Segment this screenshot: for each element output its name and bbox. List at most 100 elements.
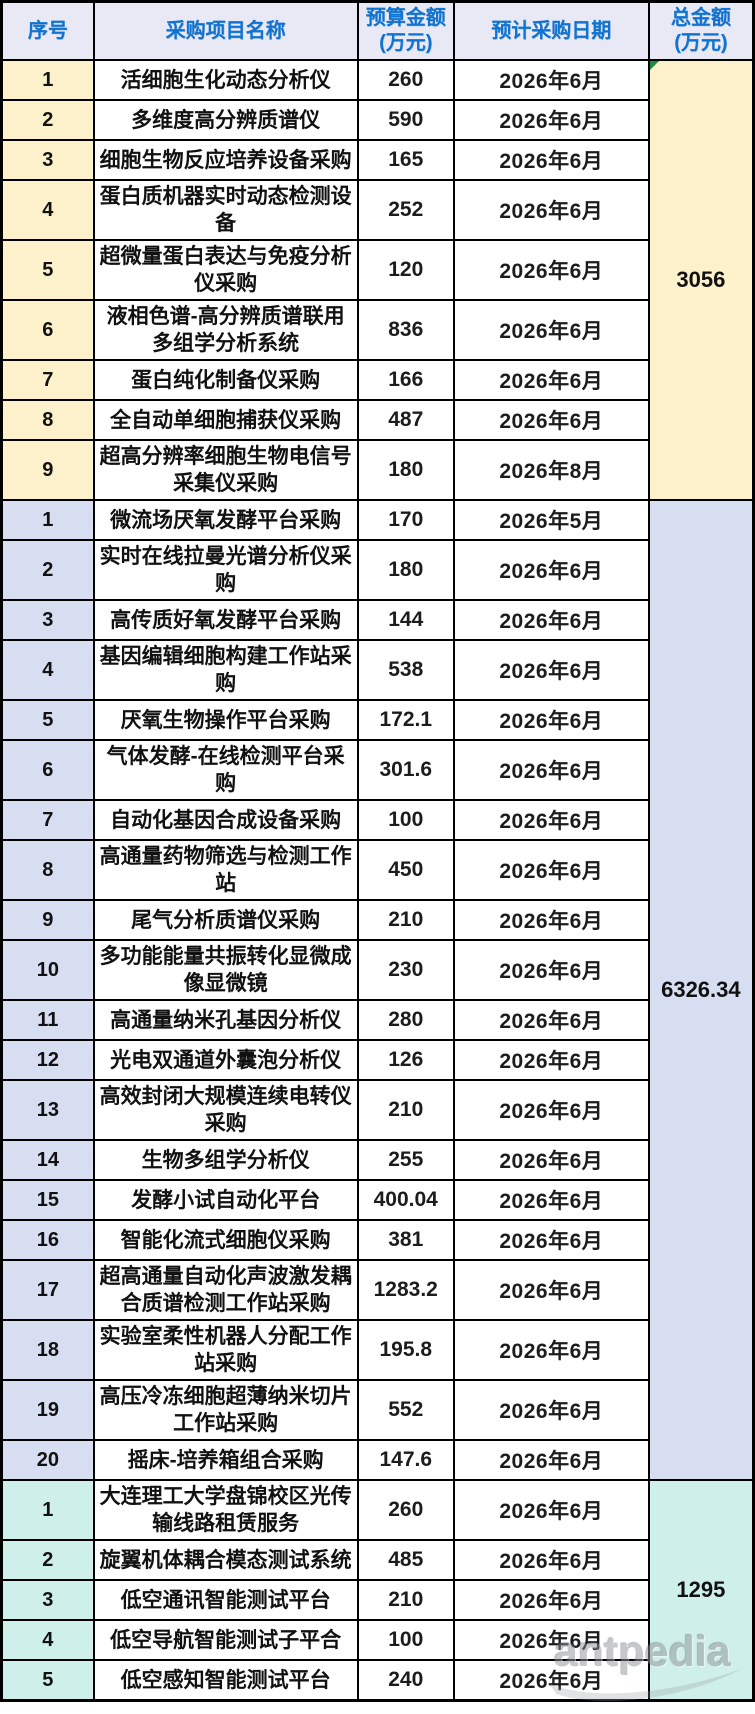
name-cell: 细胞生物反应培养设备采购 [92,139,359,181]
index-cell: 2 [0,99,95,141]
index-cell: 3 [0,599,95,641]
header-total-line2: (万元) [674,32,728,54]
budget-cell: 552 [356,1379,455,1441]
date-cell: 2026年6月 [452,999,650,1041]
table-row: 11 高通量纳米孔基因分析仪 280 2026年6月 [0,999,754,1041]
table-row: 9 超高分辨率细胞生物电信号采集仪采购 180 2026年8月 [0,439,754,501]
budget-cell: 144 [356,599,455,641]
budget-cell: 120 [356,239,455,301]
index-cell: 4 [0,179,95,241]
index-cell: 6 [0,739,95,801]
name-cell: 摇床-培养箱组合采购 [92,1439,359,1481]
name-cell: 多功能能量共振转化显微成像显微镜 [92,939,359,1001]
date-cell: 2026年6月 [452,59,650,101]
table-row: 5 厌氧生物操作平台采购 172.1 2026年6月 [0,699,754,741]
date-cell: 2026年6月 [452,799,650,841]
table-row: 4 蛋白质机器实时动态检测设备 252 2026年6月 [0,179,754,241]
group-total-cell: 6326.34 [647,499,755,1481]
budget-cell: 165 [356,139,455,181]
header-total-line1: 总金额 [670,7,731,29]
budget-cell: 210 [356,1579,455,1621]
name-cell: 蛋白质机器实时动态检测设备 [92,179,359,241]
budget-cell: 170 [356,499,455,541]
table-row: 6 液相色谱-高分辨质谱联用多组学分析系统 836 2026年6月 [0,299,754,361]
budget-cell: 166 [356,359,455,401]
table-row: 14 生物多组学分析仪 255 2026年6月 [0,1139,754,1181]
name-cell: 高通量纳米孔基因分析仪 [92,999,359,1041]
budget-cell: 100 [356,1619,455,1661]
budget-cell: 1283.2 [356,1259,455,1321]
date-cell: 2026年6月 [452,99,650,141]
name-cell: 智能化流式细胞仪采购 [92,1219,359,1261]
date-cell: 2026年6月 [452,299,650,361]
name-cell: 发酵小试自动化平台 [92,1179,359,1221]
budget-cell: 230 [356,939,455,1001]
budget-cell: 450 [356,839,455,901]
date-cell: 2026年6月 [452,739,650,801]
name-cell: 实时在线拉曼光谱分析仪采购 [92,539,359,601]
index-cell: 5 [0,239,95,301]
table-row: 13 高效封闭大规模连续电转仪采购 210 2026年6月 [0,1079,754,1141]
table-row: 17 超高通量自动化声波激发耦合质谱检测工作站采购 1283.2 2026年6月 [0,1259,754,1321]
date-cell: 2026年6月 [452,399,650,441]
budget-cell: 252 [356,179,455,241]
name-cell: 基因编辑细胞构建工作站采购 [92,639,359,701]
index-cell: 4 [0,1619,95,1661]
header-budget-line2: (万元) [379,32,433,54]
date-cell: 2026年6月 [452,1439,650,1481]
name-cell: 微流场厌氧发酵平台采购 [92,499,359,541]
date-cell: 2026年6月 [452,1379,650,1441]
index-cell: 6 [0,299,95,361]
name-cell: 实验室柔性机器人分配工作站采购 [92,1319,359,1381]
name-cell: 尾气分析质谱仪采购 [92,899,359,941]
date-cell: 2026年6月 [452,1319,650,1381]
budget-cell: 280 [356,999,455,1041]
index-cell: 14 [0,1139,95,1181]
table-row: 4 基因编辑细胞构建工作站采购 538 2026年6月 [0,639,754,701]
budget-cell: 195.8 [356,1319,455,1381]
budget-cell: 240 [356,1659,455,1702]
table-row: 3 低空通讯智能测试平台 210 2026年6月 [0,1579,754,1621]
table-row: 8 高通量药物筛选与检测工作站 450 2026年6月 [0,839,754,901]
index-cell: 5 [0,699,95,741]
table-row: 3 高传质好氧发酵平台采购 144 2026年6月 [0,599,754,641]
table-row: 8 全自动单细胞捕获仪采购 487 2026年6月 [0,399,754,441]
index-cell: 2 [0,1539,95,1581]
header-date: 预计采购日期 [452,0,650,61]
name-cell: 多维度高分辨质谱仪 [92,99,359,141]
budget-cell: 100 [356,799,455,841]
budget-cell: 180 [356,439,455,501]
date-cell: 2026年6月 [452,1479,650,1541]
date-cell: 2026年5月 [452,499,650,541]
group-total-cell: 1295 [647,1479,755,1702]
index-cell: 2 [0,539,95,601]
table-row: 16 智能化流式细胞仪采购 381 2026年6月 [0,1219,754,1261]
table-row: 4 低空导航智能测试子平合 100 2026年6月 [0,1619,754,1661]
group-total-value: 1295 [676,1577,726,1602]
budget-cell: 400.04 [356,1179,455,1221]
table-row: 12 光电双通道外囊泡分析仪 126 2026年6月 [0,1039,754,1081]
name-cell: 光电双通道外囊泡分析仪 [92,1039,359,1081]
table-row: 2 实时在线拉曼光谱分析仪采购 180 2026年6月 [0,539,754,601]
index-cell: 19 [0,1379,95,1441]
name-cell: 低空感知智能测试平台 [92,1659,359,1702]
table-row: 19 高压冷冻细胞超薄纳米切片工作站采购 552 2026年6月 [0,1379,754,1441]
index-cell: 1 [0,499,95,541]
date-cell: 2026年6月 [452,1179,650,1221]
budget-cell: 255 [356,1139,455,1181]
budget-cell: 172.1 [356,699,455,741]
index-cell: 5 [0,1659,95,1702]
date-cell: 2026年6月 [452,1079,650,1141]
date-cell: 2026年6月 [452,1659,650,1702]
index-cell: 15 [0,1179,95,1221]
name-cell: 气体发酵-在线检测平台采购 [92,739,359,801]
index-cell: 4 [0,639,95,701]
name-cell: 超高通量自动化声波激发耦合质谱检测工作站采购 [92,1259,359,1321]
budget-cell: 487 [356,399,455,441]
index-cell: 3 [0,139,95,181]
table-row: 7 自动化基因合成设备采购 100 2026年6月 [0,799,754,841]
index-cell: 3 [0,1579,95,1621]
name-cell: 低空导航智能测试子平合 [92,1619,359,1661]
budget-cell: 210 [356,899,455,941]
